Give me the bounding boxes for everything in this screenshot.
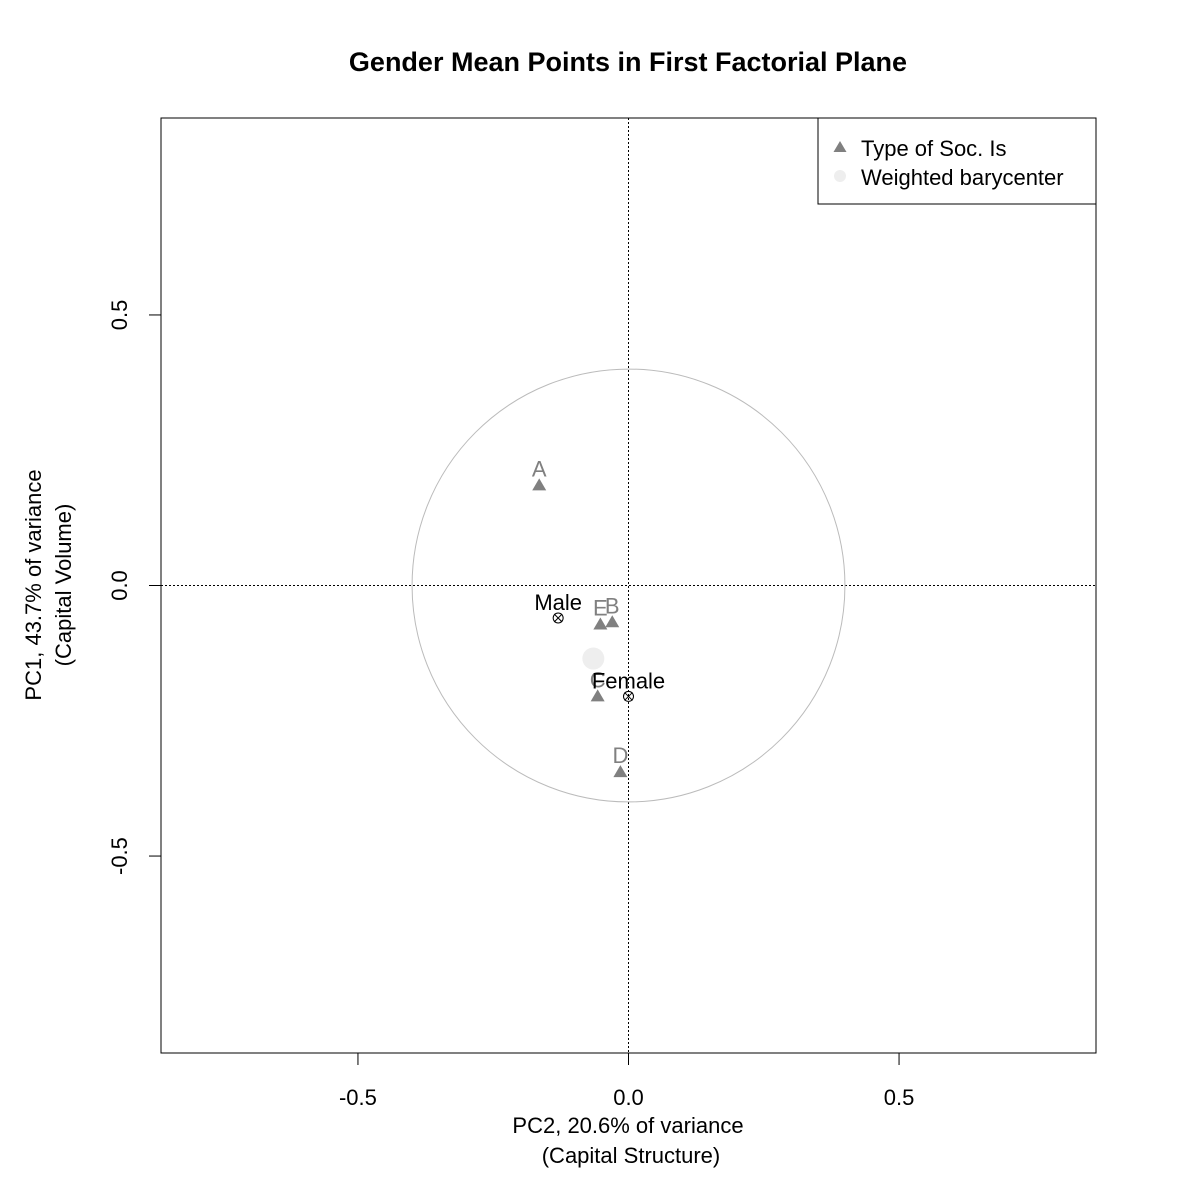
point-label-b: B	[605, 593, 620, 618]
legend-label-barycenter: Weighted barycenter	[861, 165, 1064, 190]
legend: Type of Soc. Is Weighted barycenter	[817, 117, 1097, 205]
x-tick-label: 0.0	[613, 1085, 644, 1110]
gender-label-female: Female	[592, 668, 665, 693]
x-tick-label: 0.5	[884, 1085, 915, 1110]
x-axis-label-line2: (Capital Structure)	[542, 1143, 721, 1168]
triangle-marker-a	[532, 478, 547, 491]
y-axis-label-line1: PC1, 43.7% of variance	[21, 469, 46, 700]
triangle-marker-e	[593, 617, 608, 630]
barycenter-marker	[582, 647, 605, 670]
gender-marker-circle-male	[552, 612, 564, 624]
legend-label-soc: Type of Soc. Is	[861, 136, 1007, 161]
x-axis-label-line1: PC2, 20.6% of variance	[512, 1113, 743, 1138]
gender-marker-cross-b-female	[624, 692, 633, 701]
legend-box	[817, 117, 1097, 205]
point-label-e: E	[593, 595, 608, 620]
legend-circle-marker	[834, 170, 846, 182]
gender-label-male: Male	[534, 590, 582, 615]
point-label-c: C	[590, 667, 606, 692]
gender-marker-cross-b-male	[553, 613, 563, 623]
point-label-d: D	[612, 743, 628, 768]
y-tick-label: 0.5	[107, 300, 132, 331]
gender-marker-circle-female	[623, 690, 634, 702]
y-tick-label: -0.5	[107, 837, 132, 875]
legend-triangle-marker	[833, 141, 847, 152]
triangle-marker-c	[590, 689, 605, 702]
triangle-marker-b	[605, 615, 620, 628]
y-axis-label-line2: (Capital Volume)	[51, 504, 76, 667]
x-tick-label: -0.5	[339, 1085, 377, 1110]
y-tick-label: 0.0	[107, 570, 132, 601]
reference-circle	[411, 368, 846, 803]
triangle-marker-d	[613, 765, 628, 778]
chart-title: Gender Mean Points in First Factorial Pl…	[349, 47, 907, 77]
point-label-a: A	[532, 456, 547, 481]
